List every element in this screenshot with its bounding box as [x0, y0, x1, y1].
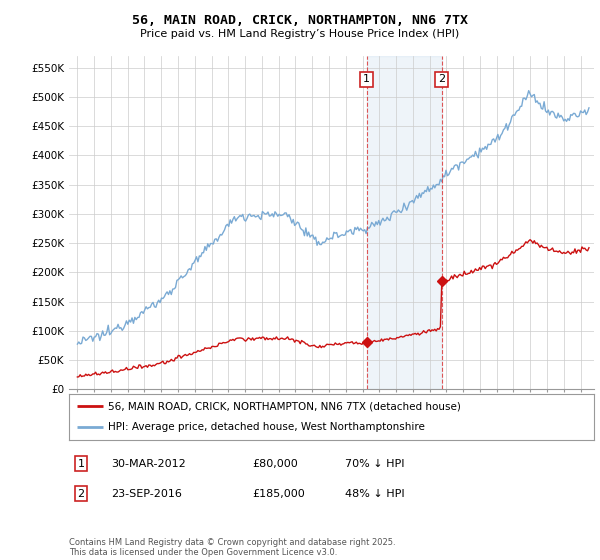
Text: Contains HM Land Registry data © Crown copyright and database right 2025.
This d: Contains HM Land Registry data © Crown c…: [69, 538, 395, 557]
Text: £185,000: £185,000: [252, 489, 305, 499]
Text: 70% ↓ HPI: 70% ↓ HPI: [345, 459, 404, 469]
Text: 2: 2: [438, 74, 445, 85]
Text: 1: 1: [363, 74, 370, 85]
Text: 30-MAR-2012: 30-MAR-2012: [111, 459, 186, 469]
Text: 56, MAIN ROAD, CRICK, NORTHAMPTON, NN6 7TX (detached house): 56, MAIN ROAD, CRICK, NORTHAMPTON, NN6 7…: [109, 401, 461, 411]
Text: Price paid vs. HM Land Registry’s House Price Index (HPI): Price paid vs. HM Land Registry’s House …: [140, 29, 460, 39]
Bar: [367, 56, 442, 389]
Text: HPI: Average price, detached house, West Northamptonshire: HPI: Average price, detached house, West…: [109, 422, 425, 432]
Text: £80,000: £80,000: [252, 459, 298, 469]
Text: 23-SEP-2016: 23-SEP-2016: [111, 489, 182, 499]
Text: 1: 1: [77, 459, 85, 469]
Text: 2: 2: [77, 489, 85, 499]
Text: 48% ↓ HPI: 48% ↓ HPI: [345, 489, 404, 499]
Text: 56, MAIN ROAD, CRICK, NORTHAMPTON, NN6 7TX: 56, MAIN ROAD, CRICK, NORTHAMPTON, NN6 7…: [132, 14, 468, 27]
